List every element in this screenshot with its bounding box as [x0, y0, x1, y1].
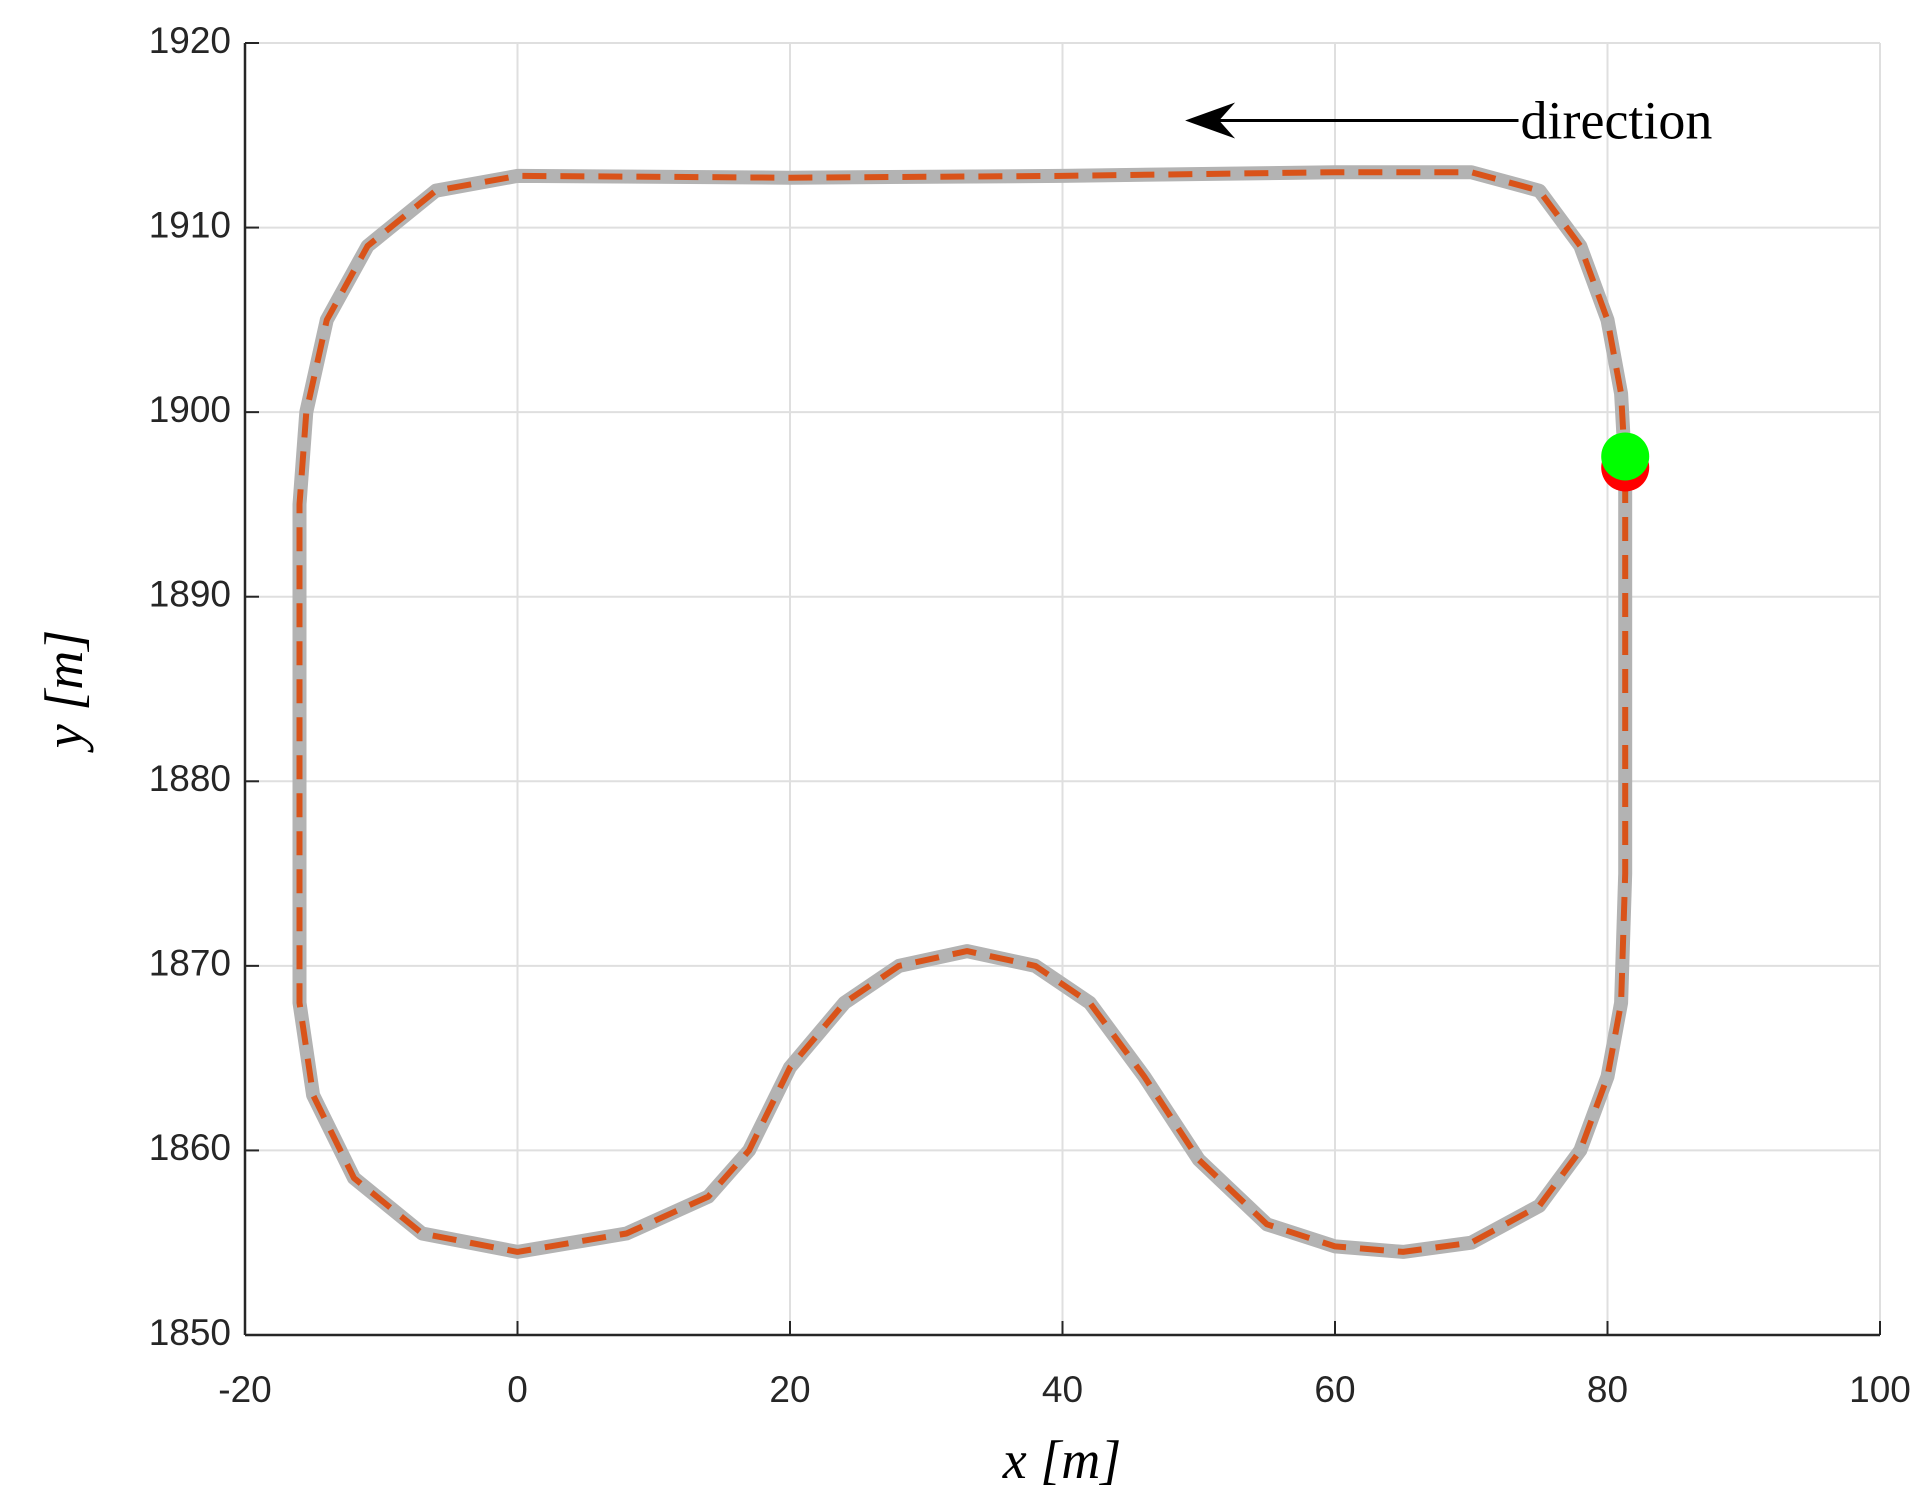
y-tick-label: 1880 [149, 758, 231, 799]
y-tick-label: 1920 [149, 20, 231, 61]
arrow-head [1185, 102, 1236, 139]
y-axis-label: y [m] [34, 630, 94, 754]
y-tick-label: 1850 [149, 1312, 231, 1353]
x-tick-label: 60 [1314, 1369, 1355, 1410]
y-tick-label: 1900 [149, 389, 231, 430]
y-tick-label: 1860 [149, 1127, 231, 1168]
y-tick-label: 1910 [149, 204, 231, 245]
annotation-text: direction [1521, 91, 1713, 151]
y-tick-label: 1890 [149, 573, 231, 614]
data-line [296, 169, 1629, 1255]
x-tick-label: 0 [507, 1369, 528, 1410]
x-tick-label: 80 [1587, 1369, 1628, 1410]
x-tick-label: 40 [1042, 1369, 1083, 1410]
y-tick-label: 1870 [149, 943, 231, 984]
x-tick-label: 100 [1849, 1369, 1911, 1410]
data-line [292, 165, 1633, 1259]
x-tick-label: 20 [769, 1369, 810, 1410]
endpoint-marker [1601, 432, 1650, 481]
x-axis-label: x [m] [1002, 1430, 1122, 1490]
x-tick-label: -20 [218, 1369, 271, 1410]
